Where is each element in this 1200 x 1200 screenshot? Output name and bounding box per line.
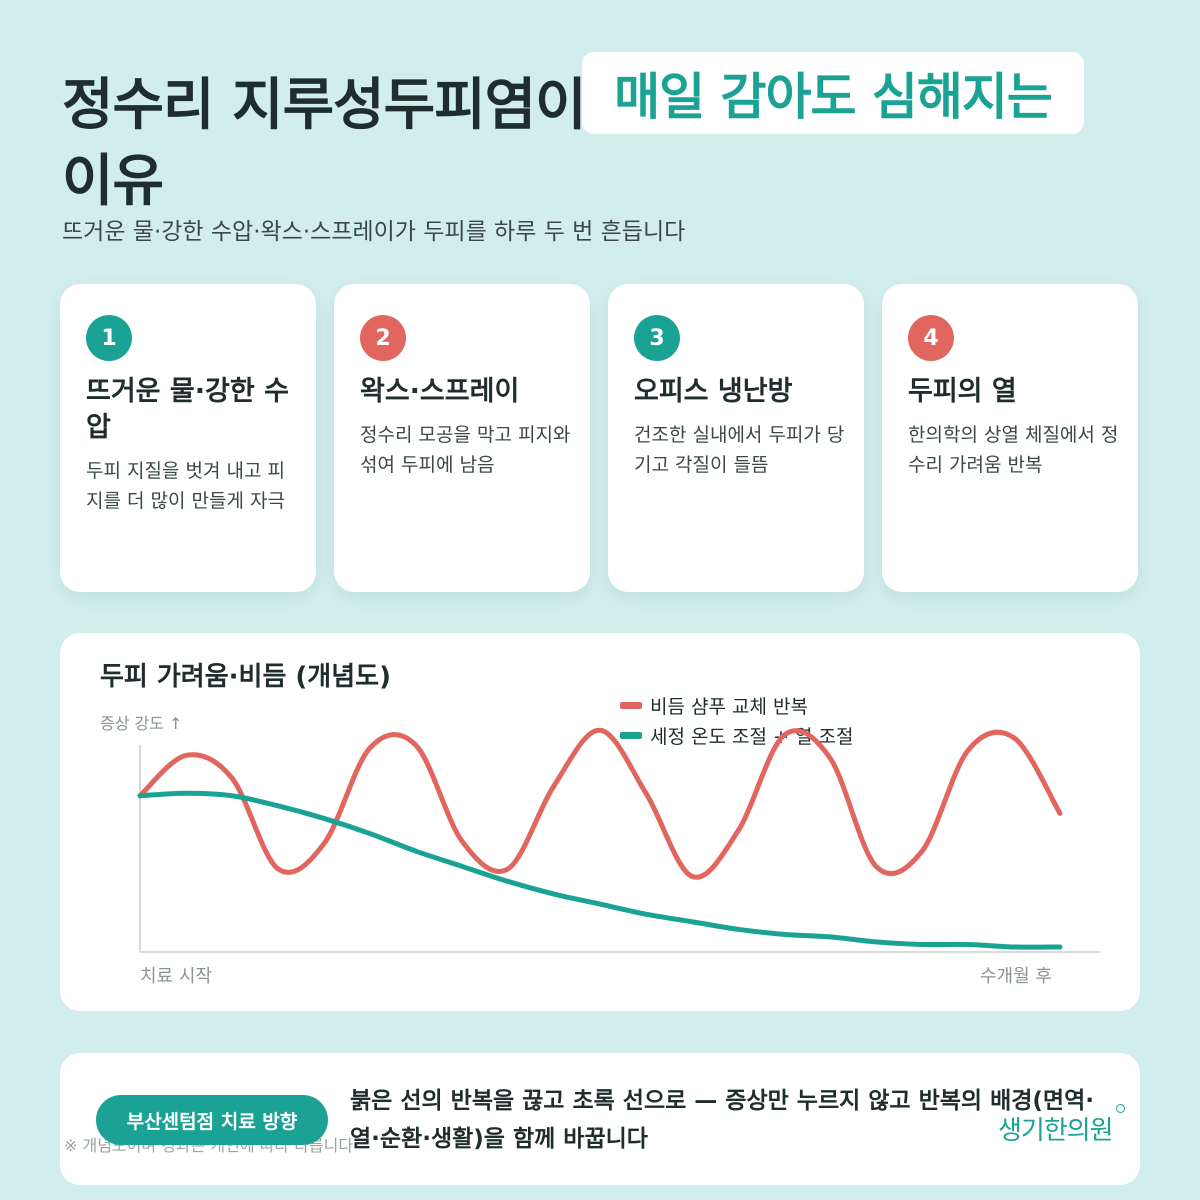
cause-card-wax-spray: 2 왁스·스프레이 정수리 모공을 막고 피지와 섞여 두피에 남음 [334,284,590,592]
card-number-badge: 1 [86,315,132,361]
treatment-direction-text: 붉은 선의 반복을 끊고 초록 선으로 — 증상만 누르지 않고 반복의 배경(… [350,1088,1094,1152]
card-number-badge: 3 [634,315,680,361]
card-title: 오피스 냉난방 [634,376,793,407]
treatment-direction-badge: 부산센텀점 치료 방향 [96,1095,328,1145]
page-title-highlight: 매일 감아도 심해지는 [582,52,1084,134]
legend-swatch-red [620,702,642,709]
series-line-temperature-heat-control [137,790,1063,950]
cause-card-hot-water: 1 뜨거운 물·강한 수압 두피 지질을 벗겨 내고 피지를 더 많이 만들게 … [60,284,316,592]
cause-card-scalp-heat: 4 두피의 열 한의학의 상열 체질에서 정수리 가려움 반복 [882,284,1138,592]
chart-panel [60,633,1140,1011]
chart-title: 두피 가려움·비듬 (개념도) [100,662,391,692]
chart-y-axis-label: 증상 강도 ↑ [100,714,183,733]
legend-item-red: 비듬 샴푸 교체 반복 [620,692,808,719]
card-description: 한의학의 상열 체질에서 정수리 가려움 반복 [908,424,1119,476]
page-title-line1: 정수리 지루성두피염이 [62,73,587,138]
chart-x-start-label: 치료 시작 [140,966,212,987]
clinic-logo-text: 생기한의원 [998,1116,1114,1146]
card-description: 두피 지질을 벗겨 내고 피지를 더 많이 만들게 자극 [86,460,285,512]
page-title-line2: 이유 [62,149,164,214]
card-title: 왁스·스프레이 [360,376,520,407]
card-description: 건조한 실내에서 두피가 당기고 각질이 들뜸 [634,424,845,476]
clinic-logo: 생기한의원 [998,1104,1125,1147]
card-number-badge: 4 [908,315,954,361]
card-title: 두피의 열 [908,376,1017,407]
legend-label: 비듬 샴푸 교체 반복 [650,696,808,718]
card-number-badge: 2 [360,315,406,361]
cause-card-office-hvac: 3 오피스 냉난방 건조한 실내에서 두피가 당기고 각질이 들뜸 [608,284,864,592]
page-subtitle: 뜨거운 물·강한 수압·왁스·스프레이가 두피를 하루 두 번 흔듭니다 [62,219,686,245]
chart-x-end-label: 수개월 후 [980,966,1052,987]
card-title: 뜨거운 물·강한 수압 [86,376,289,443]
series-line-shampoo-switch [137,727,1063,880]
legend-swatch-green [620,732,642,739]
card-description: 정수리 모공을 막고 피지와 섞여 두피에 남음 [360,424,571,476]
logo-dot-icon [1115,1104,1125,1113]
